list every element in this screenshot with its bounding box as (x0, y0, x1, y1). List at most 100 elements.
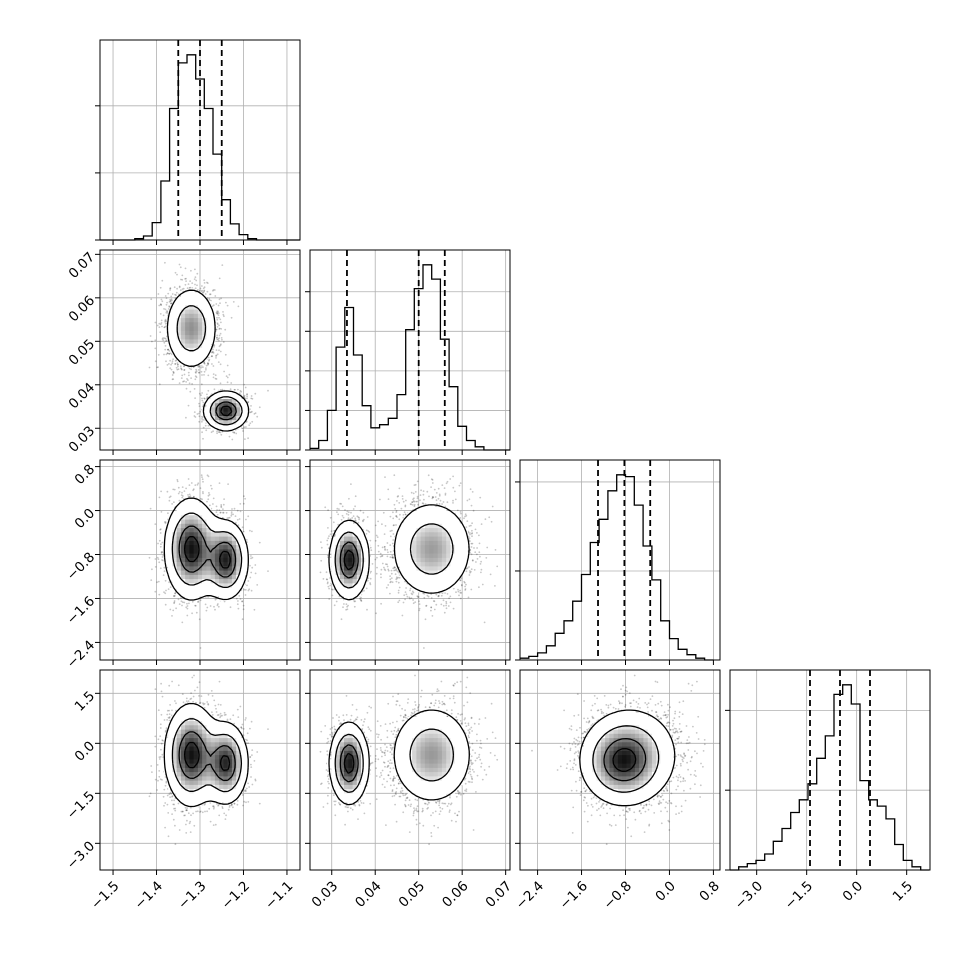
density-cell (180, 313, 186, 319)
sample-point (205, 609, 208, 612)
sample-point (215, 328, 218, 331)
sample-point (207, 424, 210, 427)
sample-point (203, 282, 206, 284)
density-cell (172, 343, 177, 349)
density-cell (185, 292, 190, 298)
sample-point (164, 345, 167, 347)
density-cell (197, 296, 203, 302)
sample-point (156, 324, 159, 327)
sample-point (231, 508, 233, 510)
sample-point (211, 355, 213, 357)
sample-point (184, 283, 187, 286)
sample-point (251, 566, 254, 569)
sample-point (243, 395, 245, 398)
sample-point (240, 390, 243, 393)
sample-point (157, 366, 159, 369)
density-cell (197, 326, 203, 332)
sample-point (176, 362, 179, 364)
sample-point (224, 328, 227, 331)
sample-point (158, 304, 161, 307)
density-cell (193, 356, 199, 362)
sample-point (188, 493, 191, 496)
sample-point (164, 603, 167, 606)
sample-point (215, 349, 218, 351)
sample-point (207, 363, 209, 366)
sample-point (238, 392, 241, 395)
density-cell (176, 305, 182, 310)
sample-point (188, 382, 191, 385)
sample-point (160, 298, 163, 301)
sample-point (198, 392, 201, 395)
sample-point (186, 602, 188, 605)
sample-point (158, 561, 161, 564)
density-cell (180, 318, 186, 323)
y-tick-label: 0.06 (66, 293, 99, 326)
y-tick-label: 0.07 (66, 249, 99, 282)
sample-point (194, 283, 196, 286)
sample-point (200, 394, 202, 397)
sample-point (248, 424, 251, 427)
sample-point (149, 335, 152, 337)
sample-point (161, 541, 164, 544)
sample-point (180, 597, 182, 599)
density-cell (168, 326, 173, 332)
sample-point (258, 406, 261, 409)
sample-point (207, 362, 209, 365)
sample-point (211, 305, 214, 308)
sample-point (179, 365, 182, 368)
sample-point (210, 431, 213, 434)
sample-point (222, 311, 224, 313)
sample-point (215, 303, 218, 305)
sample-point (199, 410, 202, 413)
y-tick-label: 0.03 (66, 423, 99, 456)
sample-point (163, 341, 166, 344)
sample-point (188, 367, 191, 370)
sample-point (242, 427, 244, 430)
sample-point (201, 417, 203, 420)
sample-point (237, 305, 240, 308)
sample-point (246, 395, 249, 398)
sample-point (222, 341, 225, 343)
sample-point (177, 486, 180, 489)
density-cell (189, 356, 195, 362)
sample-point (218, 334, 221, 337)
sample-point (170, 302, 172, 305)
sample-point (148, 366, 151, 369)
sample-point (220, 321, 222, 324)
sample-point (230, 382, 233, 384)
sample-point (166, 364, 169, 366)
sample-point (154, 360, 157, 363)
sample-point (203, 374, 205, 376)
density-cell (193, 330, 199, 336)
sample-point (212, 503, 214, 505)
sample-point (179, 266, 182, 269)
sample-point (161, 556, 164, 558)
sample-point (185, 416, 187, 419)
sample-point (175, 294, 177, 296)
sample-point (197, 289, 199, 291)
density-cell (197, 335, 203, 340)
sample-point (225, 375, 228, 378)
sample-point (226, 381, 229, 384)
density-cell (185, 326, 190, 332)
sample-point (176, 273, 178, 276)
sample-point (212, 497, 215, 500)
sample-point (162, 314, 165, 317)
sample-point (177, 365, 179, 368)
sample-point (249, 408, 251, 411)
sample-point (165, 360, 167, 363)
sample-point (218, 277, 221, 280)
histogram-step (100, 54, 300, 241)
sample-point (186, 605, 189, 607)
sample-point (195, 376, 198, 379)
sample-point (198, 402, 201, 405)
sample-point (194, 397, 197, 399)
sample-point (164, 321, 167, 323)
sample-point (180, 368, 183, 370)
sample-point (187, 371, 190, 374)
density-cell (206, 309, 212, 315)
sample-point (201, 392, 204, 394)
sample-point (205, 367, 207, 369)
sample-point (160, 543, 162, 545)
